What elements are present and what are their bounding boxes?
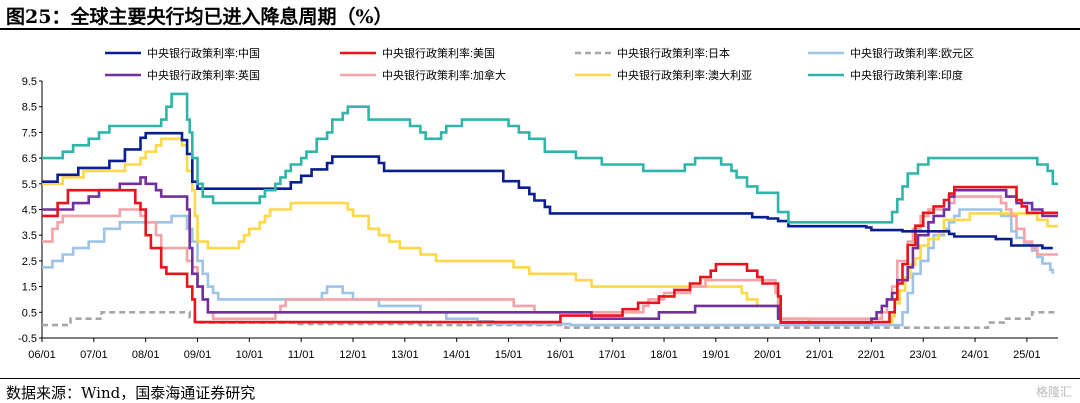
x-tick-label: 23/01 xyxy=(909,349,937,361)
x-tick-label: 16/01 xyxy=(547,349,575,361)
legend-label: 中央银行政策利率:加拿大 xyxy=(382,68,506,82)
x-tick-label: 10/01 xyxy=(236,349,264,361)
x-tick-label: 17/01 xyxy=(598,349,626,361)
y-tick-label: 5.5 xyxy=(22,179,37,191)
x-tick-label: 12/01 xyxy=(339,349,367,361)
policy-rate-chart: 中央银行政策利率:中国 中央银行政策利率:美国 中央银行政策利率:日本 中央银行政策利… xyxy=(18,46,1058,361)
figure-title: 图25：全球主要央行均已进入降息周期（%） xyxy=(6,6,393,28)
series-lines xyxy=(42,92,1058,329)
x-tick-label: 25/01 xyxy=(1013,349,1041,361)
x-tick-label: 14/01 xyxy=(443,349,471,361)
x-tick-label: 09/01 xyxy=(184,349,212,361)
x-tick-label: 21/01 xyxy=(806,349,834,361)
x-tick-label: 18/01 xyxy=(650,349,678,361)
legend-label: 中央银行政策利率:印度 xyxy=(850,68,963,82)
x-tick-label: 08/01 xyxy=(132,349,160,361)
top-rule xyxy=(0,28,1080,30)
y-tick-label: 4.5 xyxy=(22,205,37,217)
legend-label: 中央银行政策利率:英国 xyxy=(147,68,260,82)
x-tick-label: 20/01 xyxy=(754,349,782,361)
series-line xyxy=(42,311,1058,329)
x-tick-label: 06/01 xyxy=(28,349,56,361)
legend-label: 中央银行政策利率:欧元区 xyxy=(850,46,974,60)
x-tick-label: 07/01 xyxy=(80,349,108,361)
y-tick-label: 8.5 xyxy=(22,102,37,114)
source-note: 数据来源：Wind，国泰海通证券研究 xyxy=(6,384,256,402)
x-axis: 06/01 07/01 08/01 09/01 10/01 11/01 12/01 13/01… xyxy=(28,337,1058,361)
y-tick-label: 0.5 xyxy=(22,307,37,319)
watermark-logo: 格隆汇 xyxy=(1035,385,1072,399)
legend-label: 中央银行政策利率:中国 xyxy=(147,46,260,60)
series-line xyxy=(42,92,1058,224)
y-tick-label: 6.5 xyxy=(22,153,37,165)
x-tick-label: 22/01 xyxy=(858,349,886,361)
y-tick-label: 7.5 xyxy=(22,127,37,139)
legend-label: 中央银行政策利率:美国 xyxy=(382,46,495,60)
series-line xyxy=(42,137,1058,324)
x-tick-label: 13/01 xyxy=(391,349,419,361)
x-tick-label: 15/01 xyxy=(495,349,523,361)
chart-legend: 中央银行政策利率:中国 中央银行政策利率:美国 中央银行政策利率:日本 中央银行政策利… xyxy=(105,46,974,82)
series-line xyxy=(42,185,1058,324)
y-tick-label: -0.5 xyxy=(18,333,37,345)
series-line xyxy=(42,131,1053,250)
series-line xyxy=(42,195,1058,320)
legend-label: 中央银行政策利率:澳大利亚 xyxy=(617,68,752,82)
x-tick-label: 24/01 xyxy=(961,349,989,361)
bottom-rule xyxy=(0,378,1080,379)
x-tick-label: 19/01 xyxy=(702,349,730,361)
y-axis: -0.5 0.5 1.5 2.5 3.5 4.5 5.5 6.5 7.5 8.5 9.5 xyxy=(18,76,43,345)
y-tick-label: 3.5 xyxy=(22,230,37,242)
y-tick-label: 2.5 xyxy=(22,256,37,268)
y-tick-label: 9.5 xyxy=(22,76,37,88)
legend-label: 中央银行政策利率:日本 xyxy=(617,46,730,60)
series-line xyxy=(42,208,1055,327)
y-tick-label: 1.5 xyxy=(22,282,37,294)
x-tick-label: 11/01 xyxy=(288,349,315,361)
